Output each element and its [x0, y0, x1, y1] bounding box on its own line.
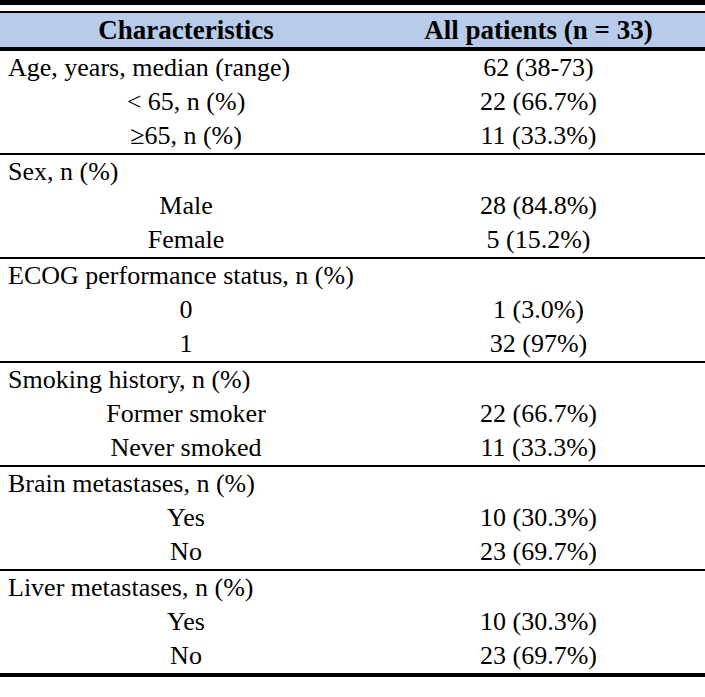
row-label-cell: No	[0, 639, 372, 675]
table-row: Female5 (15.2%)	[0, 223, 705, 258]
row-value-cell: 32 (97%)	[372, 327, 705, 362]
row-value-cell	[372, 362, 705, 397]
row-label-cell: Brain metastases, n (%)	[0, 466, 372, 501]
table-row: No23 (69.7%)	[0, 639, 705, 675]
row-label-cell: ECOG performance status, n (%)	[0, 258, 372, 293]
table-row: ECOG performance status, n (%)	[0, 258, 705, 293]
row-label-cell: ≥65, n (%)	[0, 119, 372, 154]
table-row: Sex, n (%)	[0, 154, 705, 189]
table-row: < 65, n (%)22 (66.7%)	[0, 85, 705, 119]
row-value-cell: 10 (30.3%)	[372, 605, 705, 639]
row-value-cell	[372, 466, 705, 501]
row-value-cell: 23 (69.7%)	[372, 535, 705, 570]
table-row: ≥65, n (%)11 (33.3%)	[0, 119, 705, 154]
row-value-cell: 11 (33.3%)	[372, 119, 705, 154]
row-value-cell: 10 (30.3%)	[372, 501, 705, 535]
table-row: Former smoker22 (66.7%)	[0, 397, 705, 431]
row-label-cell: < 65, n (%)	[0, 85, 372, 119]
table-row: No23 (69.7%)	[0, 535, 705, 570]
row-label-cell: Age, years, median (range)	[0, 49, 372, 85]
row-label-cell: Yes	[0, 605, 372, 639]
row-value-cell: 22 (66.7%)	[372, 85, 705, 119]
table-row: Never smoked11 (33.3%)	[0, 431, 705, 466]
row-value-cell: 5 (15.2%)	[372, 223, 705, 258]
row-value-cell: 11 (33.3%)	[372, 431, 705, 466]
row-value-cell	[372, 258, 705, 293]
row-label-cell: Liver metastases, n (%)	[0, 570, 372, 605]
patient-characteristics-table: Characteristics All patients (n = 33) Ag…	[0, 11, 705, 677]
table-row: 01 (3.0%)	[0, 293, 705, 327]
row-label-cell: 0	[0, 293, 372, 327]
row-value-cell: 62 (38-73)	[372, 49, 705, 85]
table-row: Smoking history, n (%)	[0, 362, 705, 397]
table-row: Yes10 (30.3%)	[0, 605, 705, 639]
row-label-cell: Never smoked	[0, 431, 372, 466]
header-cell-characteristics: Characteristics	[0, 12, 372, 49]
row-value-cell	[372, 154, 705, 189]
table-row: Male28 (84.8%)	[0, 189, 705, 223]
table-body: Age, years, median (range)62 (38-73)< 65…	[0, 49, 705, 675]
table-figure: Characteristics All patients (n = 33) Ag…	[0, 0, 705, 697]
row-label-cell: No	[0, 535, 372, 570]
row-label-cell: Female	[0, 223, 372, 258]
table-row: Age, years, median (range)62 (38-73)	[0, 49, 705, 85]
row-label-cell: Smoking history, n (%)	[0, 362, 372, 397]
row-value-cell: 1 (3.0%)	[372, 293, 705, 327]
row-value-cell: 28 (84.8%)	[372, 189, 705, 223]
table-row: Liver metastases, n (%)	[0, 570, 705, 605]
row-value-cell: 23 (69.7%)	[372, 639, 705, 675]
row-value-cell	[372, 570, 705, 605]
table-row: Yes10 (30.3%)	[0, 501, 705, 535]
table-header-row: Characteristics All patients (n = 33)	[0, 12, 705, 49]
row-label-cell: Former smoker	[0, 397, 372, 431]
header-cell-all-patients: All patients (n = 33)	[372, 12, 705, 49]
table-row: 132 (97%)	[0, 327, 705, 362]
row-label-cell: 1	[0, 327, 372, 362]
row-label-cell: Male	[0, 189, 372, 223]
row-label-cell: Yes	[0, 501, 372, 535]
table-row: Brain metastases, n (%)	[0, 466, 705, 501]
row-value-cell: 22 (66.7%)	[372, 397, 705, 431]
row-label-cell: Sex, n (%)	[0, 154, 372, 189]
